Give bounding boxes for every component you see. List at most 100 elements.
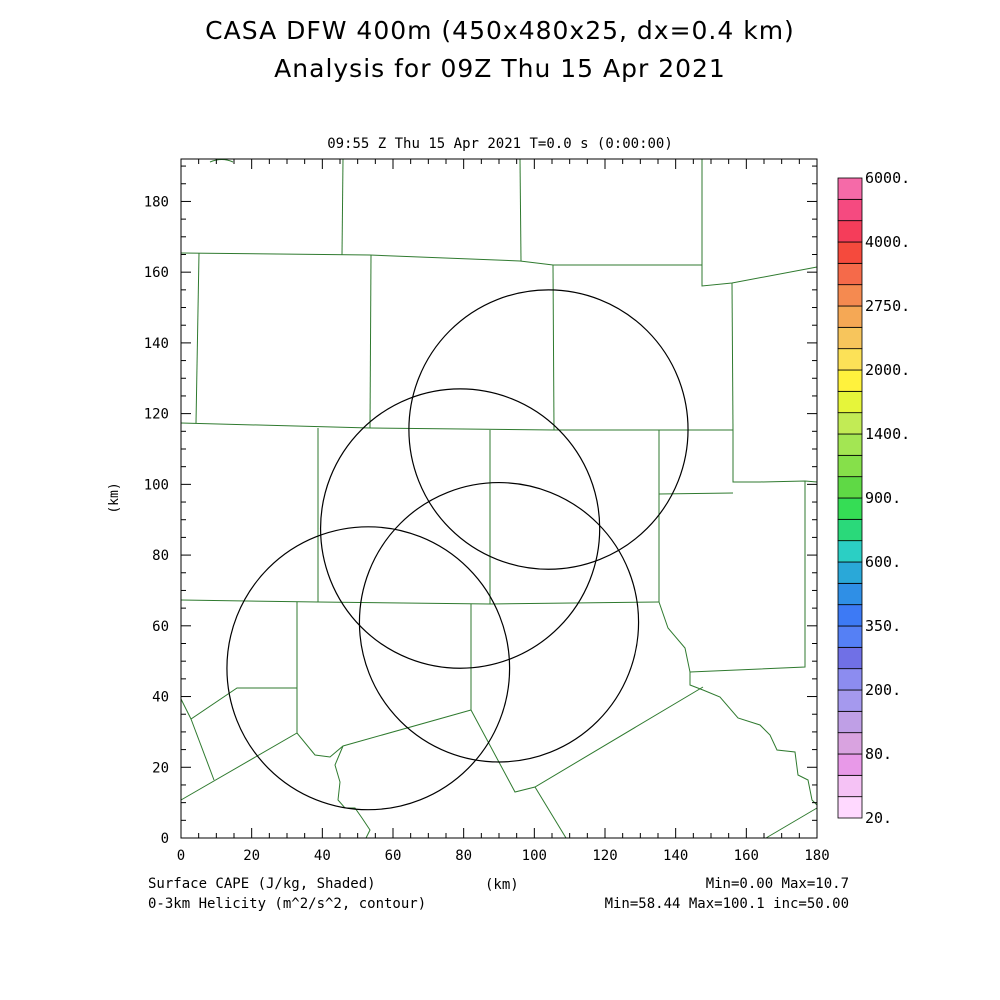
county-boundary-1 — [701, 159, 818, 287]
y-axis-label: (km) — [107, 482, 122, 513]
colorbar-label: 2000. — [865, 361, 910, 379]
county-boundary-26 — [209, 159, 234, 163]
colorbar-swatch — [837, 433, 863, 456]
x-tick-label: 0 — [177, 848, 185, 864]
colorbar-swatch — [837, 774, 863, 798]
x-tick-label: 100 — [522, 848, 547, 864]
colorbar-label: 20. — [865, 809, 892, 827]
county-boundary-25 — [765, 807, 818, 839]
county-boundary-22 — [658, 601, 818, 806]
colorbar-label: 2750. — [865, 297, 910, 315]
x-tick-label: 20 — [243, 848, 260, 864]
colorbar-label: 200. — [865, 681, 901, 699]
colorbar-swatch — [837, 732, 863, 755]
colorbar-swatch — [837, 348, 863, 371]
colorbar-swatch — [837, 326, 863, 350]
colorbar-swatch — [837, 646, 863, 670]
colorbar-swatch — [837, 454, 863, 478]
county-boundary-7 — [731, 282, 734, 431]
colorbar-swatch — [837, 241, 863, 264]
x-tick-label: 180 — [804, 848, 829, 864]
helicity-contour-3 — [226, 526, 511, 811]
colorbar-swatch — [837, 710, 863, 734]
y-tick-label: 80 — [152, 548, 169, 564]
colorbar-swatch — [837, 604, 863, 627]
colorbar-label: 4000. — [865, 233, 910, 251]
colorbar-swatch — [837, 540, 863, 563]
colorbar-swatch — [837, 582, 863, 606]
y-tick-label: 60 — [152, 619, 169, 635]
colorbar-swatch — [837, 305, 863, 328]
plot-frame — [180, 158, 818, 839]
colorbar-swatch — [837, 220, 863, 243]
county-boundary-10 — [658, 430, 734, 495]
colorbar-swatch — [837, 476, 863, 499]
county-boundary-9 — [732, 430, 818, 483]
county-boundary-19 — [190, 718, 215, 781]
colorbar-label: 80. — [865, 745, 892, 763]
colorbar-swatch — [837, 753, 863, 776]
colorbar-label: 900. — [865, 489, 901, 507]
x-tick-label: 120 — [592, 848, 617, 864]
field2-label: 0-3km Helicity (m^2/s^2, contour) — [148, 896, 427, 912]
helicity-contour-0 — [408, 289, 689, 570]
x-axis: 0 20 40 60 80 100 120 140 160 180 — [177, 159, 830, 864]
x-tick-label: 160 — [734, 848, 759, 864]
county-boundary-15 — [689, 481, 806, 673]
colorbar: 20. 80. 200. 350. 600. 900. 1400. 2000. 2750. 400… — [837, 169, 910, 827]
colorbar-swatch — [837, 177, 863, 200]
y-tick-label: 180 — [144, 194, 169, 210]
colorbar-swatch — [837, 561, 863, 584]
chart-title: CASA DFW 400m (450x480x25, dx=0.4 km) — [205, 16, 795, 45]
field2-stats: Min=58.44 Max=100.1 inc=50.00 — [604, 896, 849, 912]
county-boundary-23 — [334, 745, 371, 839]
county-boundary-5 — [369, 254, 372, 429]
colorbar-swatch — [837, 497, 863, 520]
county-boundary-8 — [180, 422, 733, 431]
colorbar-label: 6000. — [865, 169, 910, 187]
county-boundary-4 — [195, 252, 200, 424]
field1-label: Surface CAPE (J/kg, Shaded) — [148, 876, 376, 892]
y-tick-label: 40 — [152, 690, 169, 706]
x-tick-label: 40 — [314, 848, 331, 864]
colorbar-swatch — [837, 689, 863, 712]
colorbar-swatch — [837, 796, 863, 819]
helicity-contours — [226, 289, 689, 811]
county-boundary-21 — [470, 686, 704, 793]
y-tick-label: 100 — [144, 477, 169, 493]
x-tick-label: 60 — [385, 848, 402, 864]
helicity-contour-1 — [319, 388, 601, 669]
y-axis: 0 20 40 60 80 100 120 140 160 180 — [144, 165, 817, 847]
colorbar-swatch — [837, 262, 863, 286]
colorbar-label: 1400. — [865, 425, 910, 443]
y-tick-label: 20 — [152, 760, 169, 776]
county-boundary-0 — [180, 252, 702, 266]
y-tick-label: 140 — [144, 336, 169, 352]
colorbar-swatch — [837, 390, 863, 414]
colorbar-swatch — [837, 369, 863, 392]
y-tick-label: 160 — [144, 265, 169, 281]
colorbar-swatch — [837, 198, 863, 222]
county-boundary-20 — [180, 709, 472, 801]
colorbar-label: 600. — [865, 553, 901, 571]
county-boundary-2 — [341, 158, 344, 256]
colorbar-swatch — [837, 668, 863, 691]
county-boundaries — [180, 158, 818, 839]
colorbar-swatch — [837, 518, 863, 542]
y-tick-label: 120 — [144, 407, 169, 423]
colorbar-label: 350. — [865, 617, 901, 635]
chart-subtitle: Analysis for 09Z Thu 15 Apr 2021 — [274, 54, 726, 83]
field1-stats: Min=0.00 Max=10.7 — [705, 876, 849, 892]
county-boundary-18 — [180, 687, 297, 720]
county-boundary-24 — [534, 786, 567, 839]
county-boundary-13 — [180, 599, 660, 605]
county-boundary-6 — [552, 264, 555, 431]
valid-time-label: 09:55 Z Thu 15 Apr 2021 T=0.0 s (0:00:00… — [327, 136, 673, 152]
helicity-contour-2 — [358, 481, 640, 763]
x-tick-label: 140 — [663, 848, 688, 864]
colorbar-swatch — [837, 284, 863, 307]
county-boundary-3 — [519, 158, 522, 262]
y-tick-label: 0 — [161, 831, 169, 847]
colorbar-swatch — [837, 625, 863, 648]
